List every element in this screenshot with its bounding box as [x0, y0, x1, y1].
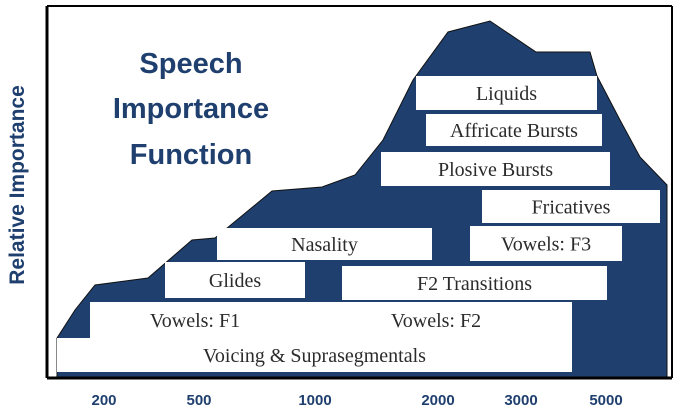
band-box	[300, 302, 572, 338]
band-label: Affricate Bursts	[450, 120, 578, 142]
x-tick-labels: 200 500 1000 2000 3000 5000	[91, 392, 622, 409]
band-label: Nasality	[291, 234, 358, 256]
chart-title: Speech Importance Function	[113, 48, 269, 171]
band-box	[342, 266, 607, 300]
band-label: Glides	[209, 270, 261, 292]
band-label: Plosive Bursts	[438, 159, 553, 181]
band-box	[57, 338, 572, 372]
title-line-2: Importance	[113, 93, 269, 125]
x-tick-label: 500	[186, 392, 211, 409]
title-line-1: Speech	[139, 48, 242, 80]
band-label: F2 Transitions	[417, 273, 532, 295]
band-box	[165, 262, 305, 298]
speech-cue-bands: Voicing & Suprasegmentals Vowels: F1 Vowel…	[57, 76, 660, 372]
band-box	[426, 114, 602, 146]
title-line-3: Function	[130, 139, 252, 171]
band-label: Vowels: F1	[150, 310, 240, 332]
x-tick-label: 5000	[589, 392, 622, 409]
band-box	[217, 228, 432, 260]
x-tick-label: 200	[91, 392, 116, 409]
band-box	[470, 226, 622, 261]
y-axis-label: Relative Importance	[6, 85, 29, 285]
band-label: Vowels: F3	[501, 234, 591, 256]
band-box	[90, 302, 300, 338]
band-label: Vowels: F2	[391, 310, 481, 332]
x-tick-label: 1000	[298, 392, 331, 409]
axes	[45, 5, 673, 380]
x-tick-label: 3000	[504, 392, 537, 409]
band-box	[416, 76, 597, 110]
band-box	[381, 152, 610, 186]
x-tick-label: 2000	[421, 392, 454, 409]
band-box	[482, 190, 660, 223]
band-label: Liquids	[476, 83, 537, 105]
band-label: Fricatives	[532, 197, 611, 219]
band-label: Voicing & Suprasegmentals	[203, 345, 426, 367]
